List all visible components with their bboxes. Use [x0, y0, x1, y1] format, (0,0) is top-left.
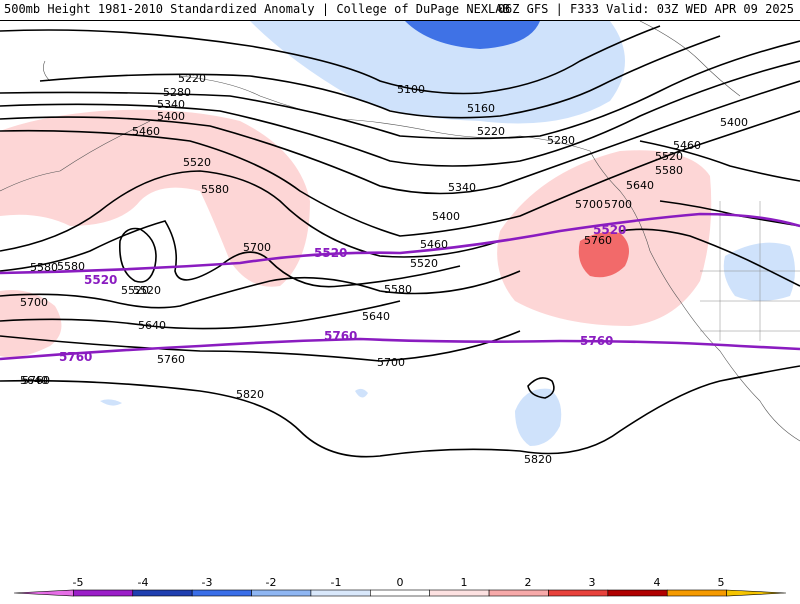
- positive-anomaly-west: [0, 109, 310, 287]
- contour-label: 5160: [467, 102, 495, 115]
- contour-label: 5520: [655, 150, 683, 163]
- contour-label: 5580: [384, 283, 412, 296]
- map-title: 500mb Height 1981-2010 Standardized Anom…: [4, 2, 510, 16]
- contour-label: 5520: [133, 284, 161, 297]
- contour-label: 5340: [157, 98, 185, 111]
- contour-label-purple: 5520: [314, 246, 347, 260]
- contour-label: 5760: [22, 374, 50, 387]
- colorbar-segment: [607, 589, 668, 597]
- colorbar-tick-label: 5: [718, 576, 725, 589]
- contour-label-purple: 5520: [593, 223, 626, 237]
- contour-labels: 5220 5280 5340 5400 5460 5520 5580 5700 …: [20, 72, 748, 466]
- contour-label-purple: 5760: [324, 329, 357, 343]
- contour-label: 5520: [183, 156, 211, 169]
- contour-label: 5700: [20, 296, 48, 309]
- colorbar-tick-label: -4: [138, 576, 149, 589]
- colorbar-tick-label: 2: [525, 576, 532, 589]
- colorbar-segment: [429, 589, 490, 597]
- contour-label: 5460: [132, 125, 160, 138]
- model-valid-time: 06Z GFS | F333 Valid: 03Z WED APR 09 202…: [497, 2, 794, 16]
- colorbar-tick-label: -1: [331, 576, 342, 589]
- negative-anomaly-east: [723, 242, 795, 301]
- colorbar-segment: [13, 589, 74, 597]
- contour-label-purple: 5760: [59, 350, 92, 364]
- colorbar-tick-label: -3: [202, 576, 213, 589]
- contour-label-purple: 5520: [84, 273, 117, 287]
- contour-label: 5580: [57, 260, 85, 273]
- contour-label: 5820: [524, 453, 552, 466]
- contour-label: 5280: [547, 134, 575, 147]
- colorbar-segment: [488, 589, 549, 597]
- contour-label-purple: 5760: [580, 334, 613, 348]
- contour-5520-purple: [0, 212, 800, 275]
- colorbar-ticks: -5 -4 -3 -2 -1 0 1 2 3 4 5: [73, 576, 725, 589]
- colorbar-tick-label: 4: [654, 576, 661, 589]
- contour-label: 5640: [138, 319, 166, 332]
- contour-label: 5520: [410, 257, 438, 270]
- colorbar-segment: [370, 589, 430, 597]
- contour-label: 5280: [163, 86, 191, 99]
- contour-label: 5460: [673, 139, 701, 152]
- colorbar-segment: [726, 589, 787, 597]
- colorbar-segment: [191, 589, 252, 597]
- colorbar-segment: [666, 589, 727, 597]
- colorbar-segment: [73, 589, 134, 597]
- contour-label: 5400: [720, 116, 748, 129]
- contour-label: 5820: [236, 388, 264, 401]
- colorbar-segment: [132, 589, 193, 597]
- negative-anomaly-south: [515, 388, 562, 446]
- contour-label: 5760: [157, 353, 185, 366]
- contour-label: 5220: [178, 72, 206, 85]
- contour-label: 5640: [362, 310, 390, 323]
- colorbar-tick-label: -5: [73, 576, 84, 589]
- colorbar: -5 -4 -3 -2 -1 0 1 2 3 4 5: [0, 576, 800, 600]
- reference-contours: [0, 212, 800, 361]
- negative-anomaly-north: [250, 21, 625, 124]
- contour-label: 5580: [201, 183, 229, 196]
- contour-label: 5340: [448, 181, 476, 194]
- contour-label: 5580: [30, 261, 58, 274]
- contour-label: 5760: [584, 234, 612, 247]
- contour-label: 5700: [575, 198, 603, 211]
- anomaly-map: 5220 5280 5340 5400 5460 5520 5580 5700 …: [0, 20, 800, 576]
- contour-label: 5100: [397, 83, 425, 96]
- colorbar-segment: [251, 589, 312, 597]
- contour-label: 5400: [157, 110, 185, 123]
- coastlines: [0, 21, 800, 442]
- contour-label: 5220: [477, 125, 505, 138]
- colorbar-tick-label: 3: [589, 576, 596, 589]
- colorbar-segment: [310, 589, 371, 597]
- contour-label: 5520: [121, 284, 149, 297]
- contour-label: 5700: [243, 241, 271, 254]
- colorbar-tick-label: -2: [266, 576, 277, 589]
- contour-label: 5580: [655, 164, 683, 177]
- strong-positive-anomaly: [578, 232, 629, 278]
- contour-label: 5640: [20, 374, 48, 387]
- colorbar-segments: [13, 589, 787, 597]
- colorbar-tick-label: 1: [461, 576, 468, 589]
- contour-label: 5400: [432, 210, 460, 223]
- contour-label: 5700: [604, 198, 632, 211]
- contour-label: 5460: [420, 238, 448, 251]
- contour-label: 5700: [377, 356, 405, 369]
- contour-5760-purple: [0, 337, 800, 361]
- colorbar-tick-label: 0: [397, 576, 404, 589]
- reference-contour-labels: 5520 5520 5520 5760 5760 5760: [59, 223, 626, 364]
- height-contours: [0, 25, 800, 458]
- contour-label: 5640: [626, 179, 654, 192]
- strong-negative-anomaly: [405, 21, 540, 49]
- colorbar-segment: [548, 589, 609, 597]
